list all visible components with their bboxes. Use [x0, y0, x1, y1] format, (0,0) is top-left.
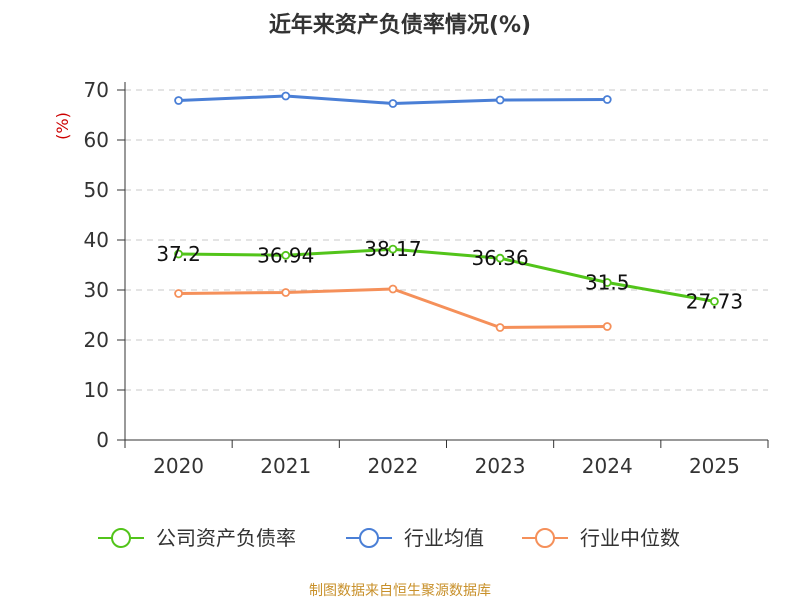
- y-axis-label: (%): [53, 112, 72, 140]
- y-tick-label: 70: [84, 78, 109, 102]
- data-point: [602, 322, 612, 331]
- legend-label: 行业中位数: [580, 526, 680, 550]
- legend-label: 公司资产负债率: [156, 526, 296, 550]
- data-label: 27.73: [686, 289, 743, 313]
- y-tick-label: 60: [84, 128, 109, 152]
- data-point: [602, 95, 612, 104]
- data-label: 31.5: [585, 271, 630, 295]
- data-labels: 37.2 36.94 38.17 36.36 31.5 27.73: [156, 237, 743, 313]
- data-point: [388, 284, 398, 294]
- x-tick-label: 2022: [367, 454, 418, 478]
- series-line-2: [178, 287, 608, 329]
- data-point: [281, 91, 291, 101]
- data-label: 36.94: [257, 243, 314, 267]
- source-note: 制图数据来自恒生聚源数据库: [309, 583, 491, 599]
- data-point: [388, 244, 398, 254]
- legend-marker: [359, 528, 379, 548]
- legend-marker: [111, 528, 131, 548]
- data-label: 38.17: [364, 237, 421, 261]
- y-tick-label: 40: [84, 228, 109, 252]
- data-point: [495, 253, 505, 263]
- y-tick-label: 50: [84, 178, 109, 202]
- x-tick-label: 2024: [582, 454, 633, 478]
- x-tick-label: 2020: [153, 454, 204, 478]
- data-point: [710, 296, 719, 306]
- y-tick-label: 10: [84, 378, 109, 402]
- data-label: 36.36: [471, 246, 528, 270]
- grid: [125, 89, 768, 391]
- data-point: [495, 95, 505, 105]
- data-point: [281, 288, 291, 297]
- series-group: [174, 91, 719, 332]
- y-tick-label: 30: [84, 278, 109, 302]
- x-tick-label: 2021: [260, 454, 311, 478]
- data-point: [602, 278, 612, 287]
- y-tick-label: 20: [84, 328, 109, 352]
- y-tick-label: 0: [96, 428, 109, 452]
- x-tick-label: 2023: [475, 454, 526, 478]
- data-point: [174, 289, 183, 298]
- data-label: 37.2: [156, 242, 201, 266]
- chart-title: 近年来资产负债率情况(%): [269, 12, 531, 38]
- axes: 0 10 20 30 40 50 60 70 2020 2021 2022 2023 2024 2025: [84, 78, 769, 478]
- legend-label: 行业均值: [404, 526, 484, 550]
- x-tick-label: 2025: [689, 454, 740, 478]
- data-point: [281, 250, 291, 260]
- legend: 公司资产负债率 行业均值 行业中位数: [98, 526, 680, 550]
- series-line-0: [178, 247, 715, 303]
- data-point: [174, 96, 183, 105]
- legend-marker: [535, 528, 555, 548]
- data-point: [495, 323, 505, 332]
- data-point: [174, 249, 183, 259]
- data-point: [388, 99, 398, 108]
